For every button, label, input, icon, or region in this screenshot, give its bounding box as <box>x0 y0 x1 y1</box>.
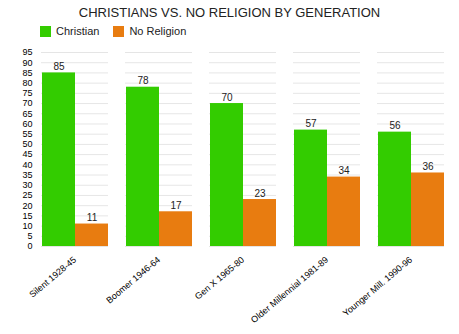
svg-text:78: 78 <box>137 75 149 86</box>
svg-text:15: 15 <box>22 211 32 221</box>
svg-text:5: 5 <box>27 231 32 241</box>
svg-text:17: 17 <box>170 200 182 211</box>
svg-text:45: 45 <box>22 149 32 159</box>
svg-text:90: 90 <box>22 58 32 68</box>
svg-text:23: 23 <box>254 188 266 199</box>
svg-text:75: 75 <box>22 88 32 98</box>
svg-text:Boomer 1946-64: Boomer 1946-64 <box>104 255 162 306</box>
svg-text:80: 80 <box>22 78 32 88</box>
svg-text:35: 35 <box>22 170 32 180</box>
svg-text:36: 36 <box>422 161 434 172</box>
svg-text:56: 56 <box>389 120 401 131</box>
svg-text:Younger Mill. 1990-96: Younger Mill. 1990-96 <box>341 255 414 319</box>
svg-text:10: 10 <box>22 221 32 231</box>
svg-text:85: 85 <box>53 61 65 72</box>
svg-text:70: 70 <box>221 92 233 103</box>
svg-text:40: 40 <box>22 160 32 170</box>
svg-text:20: 20 <box>22 201 32 211</box>
html-text:Christian: Christian <box>56 25 100 37</box>
svg-text:65: 65 <box>22 109 32 119</box>
svg-text:50: 50 <box>22 139 32 149</box>
svg-text:Gen X 1965-80: Gen X 1965-80 <box>193 255 246 302</box>
svg-text:85: 85 <box>22 68 32 78</box>
svg-text:57: 57 <box>305 118 317 129</box>
svg-text:Silent 1928-45: Silent 1928-45 <box>27 255 78 300</box>
svg-text:34: 34 <box>338 165 350 176</box>
svg-text:Older Millennial 1981-89: Older Millennial 1981-89 <box>249 255 330 325</box>
svg-text:70: 70 <box>22 98 32 108</box>
html-text:CHRISTIANS VS. NO RELIGION BY: CHRISTIANS VS. NO RELIGION BY GENERATION <box>78 5 381 20</box>
html-text:No Religion: No Religion <box>129 25 187 37</box>
svg-text:11: 11 <box>87 212 98 223</box>
svg-text:55: 55 <box>22 129 32 139</box>
svg-text:95: 95 <box>22 47 32 57</box>
svg-text:60: 60 <box>22 119 32 129</box>
svg-text:0: 0 <box>27 241 32 251</box>
svg-text:30: 30 <box>22 180 32 190</box>
svg-text:25: 25 <box>22 190 32 200</box>
